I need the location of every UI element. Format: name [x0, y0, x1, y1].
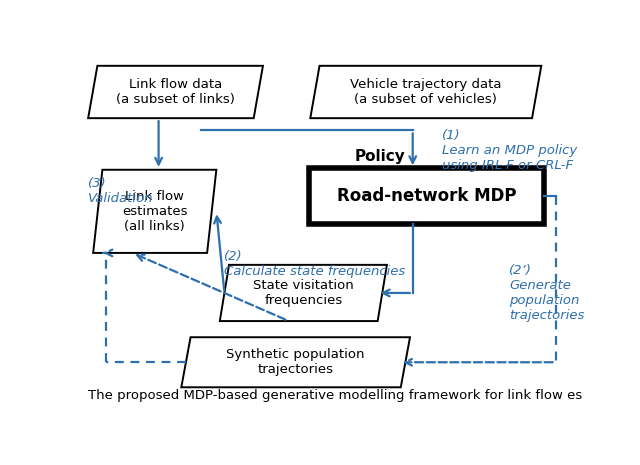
- Polygon shape: [181, 337, 410, 387]
- Text: The proposed MDP-based generative modelling framework for link flow es: The proposed MDP-based generative modell…: [88, 389, 582, 402]
- Bar: [309, 168, 544, 224]
- Text: Link flow
estimates
(all links): Link flow estimates (all links): [122, 190, 188, 233]
- Polygon shape: [310, 66, 541, 118]
- Text: (3)
Validation: (3) Validation: [88, 178, 153, 206]
- Text: (1)
Learn an MDP policy
using IRL-F or CRL-F: (1) Learn an MDP policy using IRL-F or C…: [442, 129, 577, 172]
- Text: Link flow data
(a subset of links): Link flow data (a subset of links): [116, 78, 235, 106]
- Text: Road-network MDP: Road-network MDP: [337, 187, 516, 205]
- Text: Vehicle trajectory data
(a subset of vehicles): Vehicle trajectory data (a subset of veh…: [350, 78, 502, 106]
- Polygon shape: [93, 170, 216, 253]
- Text: Synthetic population
trajectories: Synthetic population trajectories: [227, 348, 365, 376]
- Text: Policy: Policy: [355, 149, 406, 164]
- Text: (2’)
Generate
population
trajectories: (2’) Generate population trajectories: [509, 264, 584, 322]
- Polygon shape: [88, 66, 263, 118]
- Text: State visitation
frequencies: State visitation frequencies: [253, 279, 354, 307]
- Text: (2)
Calculate state frequencies: (2) Calculate state frequencies: [224, 250, 405, 278]
- Polygon shape: [220, 265, 387, 321]
